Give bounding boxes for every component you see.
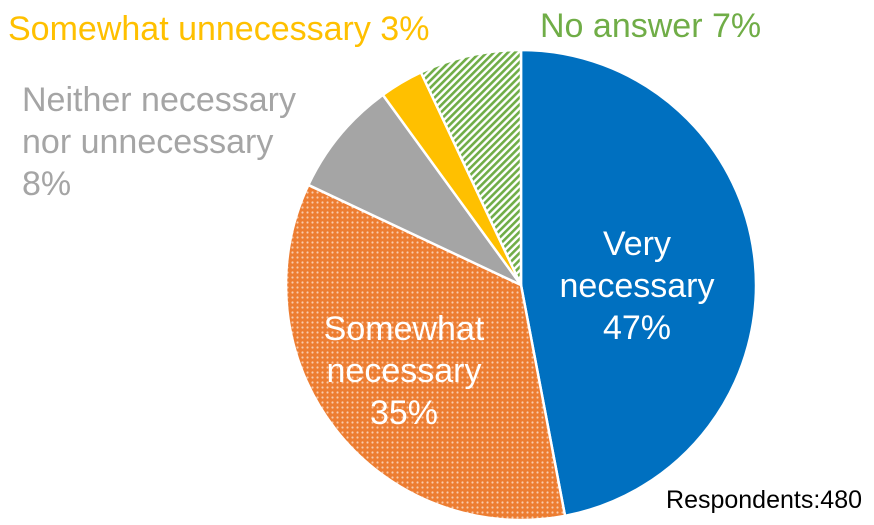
slice-label-somewhat-unnecessary-3: Somewhat unnecessary 3% — [8, 10, 429, 48]
slice-label-line: necessary — [560, 267, 715, 305]
slice-label-line: necessary — [327, 352, 482, 390]
slice-label-line: Very — [603, 225, 671, 263]
slice-label-line: Somewhat unnecessary 3% — [8, 10, 429, 48]
slice-label-line: 8% — [22, 165, 71, 203]
pie-slices — [284, 48, 758, 522]
slice-label-line: 47% — [603, 309, 671, 347]
pie-slice-somewhat — [284, 183, 567, 522]
pie-slice-no-answer-7 — [419, 48, 523, 287]
slice-label-neither-necessary: Neither necessary nor unnecessary 8% — [22, 81, 296, 203]
slice-label-line: Somewhat — [324, 310, 485, 348]
slice-label-line: No answer 7% — [540, 7, 761, 45]
pie-slice-neither-necessary — [307, 93, 523, 287]
pie-labels: Very necessary 47% Somewhat necessary 35% Neit… — [8, 7, 761, 432]
respondents-annotation: Respondents:480 — [666, 486, 862, 514]
slice-label-line: nor unnecessary — [22, 123, 273, 161]
slice-label-line: 35% — [370, 394, 438, 432]
slice-label-somewhat: Somewhat necessary 35% — [324, 310, 485, 432]
slice-label-line: Neither necessary — [22, 81, 296, 119]
slice-label-no-answer-7: No answer 7% — [540, 7, 761, 45]
pie-slice-very — [519, 48, 758, 518]
slice-label-very: Very necessary 47% — [560, 225, 715, 347]
